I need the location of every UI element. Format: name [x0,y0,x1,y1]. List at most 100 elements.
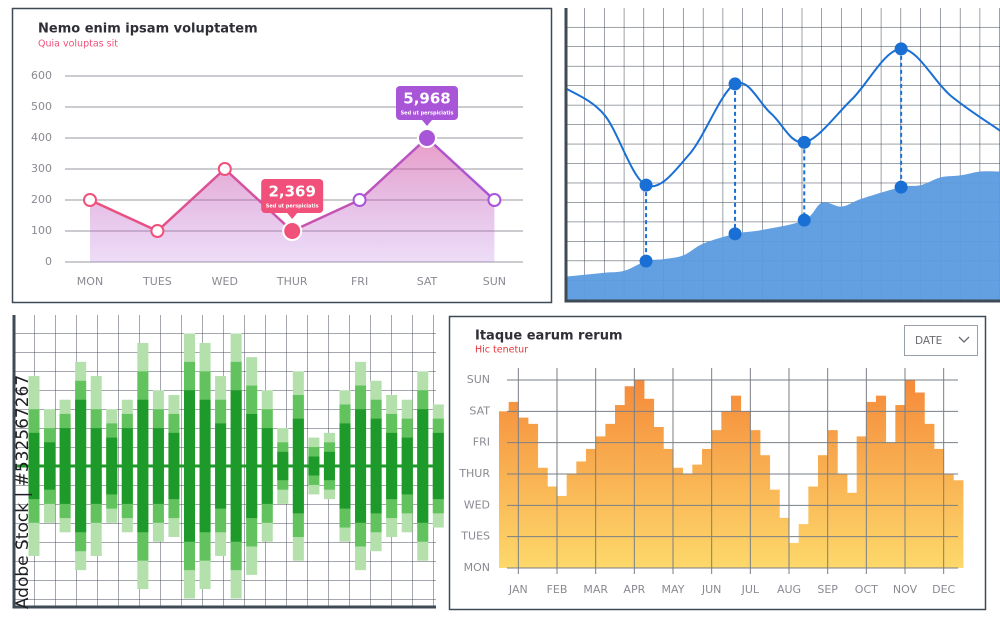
bar [663,448,674,568]
bar [518,417,529,568]
bar [692,464,703,568]
bar [721,411,732,568]
bar [624,386,635,568]
bar [808,486,819,568]
watermark: Adobe Stock | #532567267 [13,375,33,609]
chart-title: Nemo enim ipsam voluptatem [38,22,258,37]
area [565,171,1000,300]
bar [798,524,809,568]
bar [847,492,858,568]
bar [943,474,954,568]
bar [856,436,867,568]
y-tick-label: FRI [473,436,490,449]
bar [769,489,780,568]
y-tick-label: WED [464,498,490,511]
callout-text: Sed ut perspiciatis [266,204,319,210]
bar [499,411,510,568]
x-tick-label: MAR [583,583,608,596]
bar [537,467,548,568]
bar [789,542,800,568]
y-tick-label: 600 [31,69,52,82]
bar [528,423,539,568]
chart-2 [564,42,1000,300]
x-tick-label: MAY [662,583,685,596]
bar [740,411,751,568]
point-marker [797,135,811,149]
point-marker [894,180,908,194]
axis-frame [12,315,436,609]
x-tick-label: THUR [276,275,308,288]
y-tick-label: SAT [469,404,490,417]
y-tick-label: THUR [458,467,490,480]
chart-subtitle: Hic tenetur [475,345,528,356]
x-tick-label: DEC [932,583,955,596]
bar [827,430,838,568]
x-tick-label: MON [77,275,103,288]
bar [866,401,877,568]
x-tick-label: TUES [142,275,172,288]
bar [595,436,606,568]
callout [261,179,324,213]
point-marker [797,213,811,227]
x-tick-label: APR [623,583,645,596]
bar [895,405,906,568]
callout-text: Sed ut perspiciatis [401,111,454,117]
bar [605,423,616,568]
bar [924,423,935,568]
bar [615,405,626,568]
bar [653,427,664,568]
point-marker [728,77,742,91]
point-marker [894,42,908,56]
x-tick-label: SEP [817,583,838,596]
bar [876,395,887,568]
chart-3 [14,333,444,599]
y-tick-label: 500 [31,100,52,113]
point-marker [217,162,232,176]
bar [557,495,568,568]
y-tick-label: 200 [31,193,52,206]
x-tick-label: JAN [508,583,528,596]
point-marker [83,193,97,207]
y-tick-label: 400 [31,131,52,144]
point-marker [487,193,502,207]
callout-value: 5,968 [403,90,450,108]
bar [682,474,693,568]
chart-title: Itaque earum rerum [475,329,623,344]
x-tick-label: AUG [777,583,801,596]
x-tick-label: JUN [701,583,722,596]
bar [644,398,655,568]
y-tick-label: 100 [31,224,52,237]
point-marker [639,254,653,268]
bar [702,448,713,568]
bar [837,474,848,568]
bar [750,430,761,568]
bar [953,480,964,568]
callout-pointer [287,213,298,219]
dropdown-label[interactable]: DATE [915,335,942,347]
x-tick-label: FEB [547,583,568,596]
area [90,138,495,262]
bar [818,455,829,568]
point-marker [282,221,303,241]
x-tick-label: JUL [741,583,760,596]
chart-subtitle: Quia voluptas sit [38,39,118,50]
y-tick-label: MON [464,561,490,574]
bar [779,517,790,568]
bar [673,467,684,568]
callout-pointer [422,120,432,126]
point-marker [150,224,165,238]
bar [586,448,597,568]
bar [914,392,925,568]
x-tick-label: WED [212,275,238,288]
bar [508,401,519,568]
bar [566,474,577,568]
dropdown-chevron[interactable] [958,336,970,343]
x-tick-label: NOV [893,583,918,596]
x-tick-label: SUN [483,275,506,288]
point-marker [728,227,742,241]
x-tick-label: OCT [855,583,878,596]
point-marker [639,178,653,192]
bar [934,448,945,568]
